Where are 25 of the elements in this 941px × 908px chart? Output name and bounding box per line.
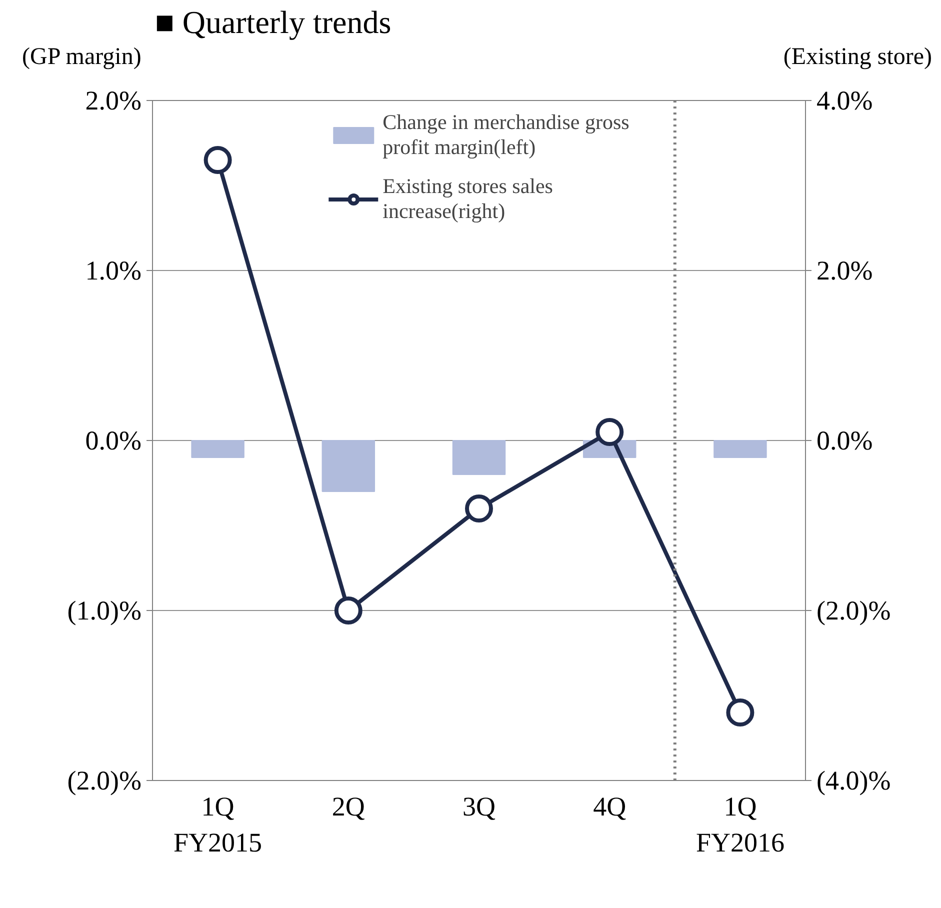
point <box>726 698 754 726</box>
y-tick-label: 0.0% <box>85 426 142 456</box>
x-tick-label: 1Q FY2016 <box>696 792 784 858</box>
x-tick-label: 3Q <box>462 792 496 822</box>
y-tick-label: 2.0% <box>85 86 142 116</box>
point <box>465 494 493 522</box>
legend-label: Change in merchandise gross profit margin(left) <box>382 110 630 160</box>
chart-title: ■ Quarterly trends <box>155 3 392 42</box>
y2-tick-label: 4.0% <box>816 86 873 116</box>
point <box>334 596 362 624</box>
y2-tick-label: 2.0% <box>816 256 873 286</box>
x-tick-label: 2Q <box>332 792 366 822</box>
y-tick-label: (1.0)% <box>67 596 142 626</box>
y2-axis-title: (Existing store) <box>783 43 932 72</box>
point <box>596 418 624 446</box>
y2-tick-label: (2.0)% <box>816 596 891 626</box>
y-tick-label: 1.0% <box>85 256 142 286</box>
y2-tick-label: (4.0)% <box>816 766 891 796</box>
x-tick-label: 4Q <box>593 792 627 822</box>
y-tick-label: (2.0)% <box>67 766 142 796</box>
point <box>204 146 232 174</box>
legend-label: Existing stores sales increase(right) <box>382 174 553 224</box>
x-tick-label: 1Q FY2015 <box>174 792 262 858</box>
y-axis-title: (GP margin) <box>22 43 142 72</box>
y2-tick-label: 0.0% <box>816 426 873 456</box>
